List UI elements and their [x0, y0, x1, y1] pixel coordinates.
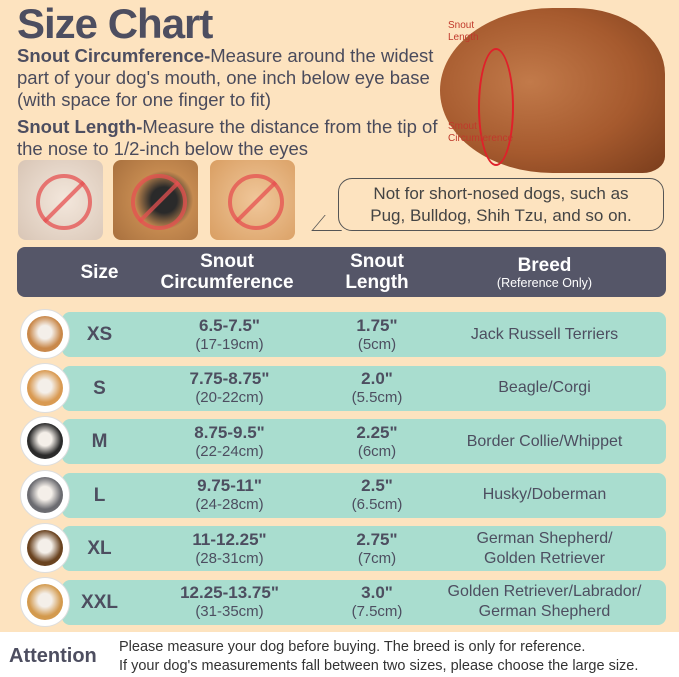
- size-cell: S: [93, 377, 106, 399]
- prohibited-icon: [131, 174, 187, 230]
- circumference-cell: 11-12.25" (28-31cm): [192, 529, 267, 567]
- circumference-cell: 9.75-11" (24-28cm): [195, 476, 264, 513]
- dog-avatar: [20, 523, 70, 573]
- size-cell: XXL: [81, 591, 118, 613]
- length-cell: 2.75" (7cm): [356, 529, 398, 567]
- dog-avatar: [20, 416, 70, 466]
- size-cell: XL: [87, 538, 112, 559]
- dog-avatar: [20, 362, 70, 413]
- dog-measure-photo: [440, 8, 665, 173]
- breed-cell: German Shepherd/Golden Retriever: [476, 529, 613, 567]
- length-cell: 2.0" (5.5cm): [351, 369, 403, 406]
- not-suitable-pomeranian-photo: [210, 160, 295, 240]
- breed-cell: Jack Russell Terriers: [470, 325, 619, 343]
- length-cell: 1.75" (5cm): [356, 315, 398, 353]
- dog-avatar: [20, 469, 70, 520]
- header-circumference: Snout Circumference: [160, 251, 294, 293]
- page-title: Size Chart: [17, 0, 213, 47]
- table-row: S 7.75-8.75" (20-22cm) 2.0" (5.5cm) Beagle…: [62, 365, 666, 411]
- length-cell: 2.25" (6cm): [356, 422, 398, 460]
- header-breed: Breed (Reference Only): [496, 254, 593, 290]
- length-text: Measure the distance from the tip of the…: [17, 116, 438, 159]
- snout-length-label: Snout Length: [448, 20, 479, 43]
- size-cell: XS: [86, 324, 113, 345]
- length-label: Snout Length-: [17, 116, 143, 137]
- not-suitable-bulldog-photo: [18, 160, 103, 240]
- header-size: Size: [80, 261, 119, 283]
- table-row: XXL 12.25-13.75" (31-35cm) 3.0" (7.5cm) Go…: [62, 579, 666, 625]
- size-cell: M: [91, 431, 108, 452]
- size-cell: L: [93, 484, 106, 506]
- table-row: L 9.75-11" (24-28cm) 2.5" (6.5cm) Husky/Do…: [62, 472, 666, 518]
- table-row: M 8.75-9.5" (22-24cm) 2.25" (6cm) Border C…: [62, 419, 666, 464]
- length-cell: 2.5" (6.5cm): [351, 476, 403, 513]
- attention-label: Attention: [9, 645, 97, 667]
- circumference-cell: 6.5-7.5" (17-19cm): [195, 315, 264, 353]
- snout-circumference-label: Smout Circumference: [448, 121, 514, 144]
- attention-text: Please measure your dog before buying. T…: [119, 639, 639, 674]
- dog-avatar: [20, 576, 70, 627]
- breed-cell: Border Collie/Whippet: [466, 432, 623, 450]
- length-description: Snout Length-Measure the distance from t…: [17, 116, 447, 160]
- breed-cell: Beagle/Corgi: [498, 379, 591, 396]
- circumference-cell: 7.75-8.75" (20-22cm): [189, 369, 270, 406]
- circumference-label: Snout Circumference-: [17, 45, 211, 66]
- attention-band: [0, 632, 679, 677]
- short-nose-notice: Not for short-nosed dogs, such as Pug, Bu…: [338, 178, 664, 231]
- circumference-text: Measure around the widest part of your d…: [17, 45, 434, 110]
- circumference-description: Snout Circumference-Measure around the w…: [17, 45, 447, 111]
- prohibited-icon: [36, 174, 92, 230]
- breed-cell: Golden Retriever/Labrador/German Shepher…: [447, 583, 642, 620]
- circumference-cell: 8.75-9.5" (22-24cm): [194, 422, 265, 460]
- length-cell: 3.0" (7.5cm): [351, 583, 403, 620]
- dog-avatar: [20, 309, 70, 359]
- prohibited-icon: [228, 174, 284, 230]
- header-length: Snout Length: [345, 251, 409, 293]
- breed-cell: Husky/Doberman: [482, 486, 607, 503]
- circumference-ring: [478, 48, 514, 166]
- table-row: XL 11-12.25" (28-31cm) 2.75" (7cm) German …: [62, 526, 666, 571]
- not-suitable-pug-photo: [113, 160, 198, 240]
- circumference-cell: 12.25-13.75" (31-35cm): [180, 583, 279, 620]
- table-row: XS 6.5-7.5" (17-19cm) 1.75" (5cm) Jack Rus…: [62, 312, 666, 357]
- table-header: Size Snout Circumference Snout Length Bree…: [17, 247, 666, 297]
